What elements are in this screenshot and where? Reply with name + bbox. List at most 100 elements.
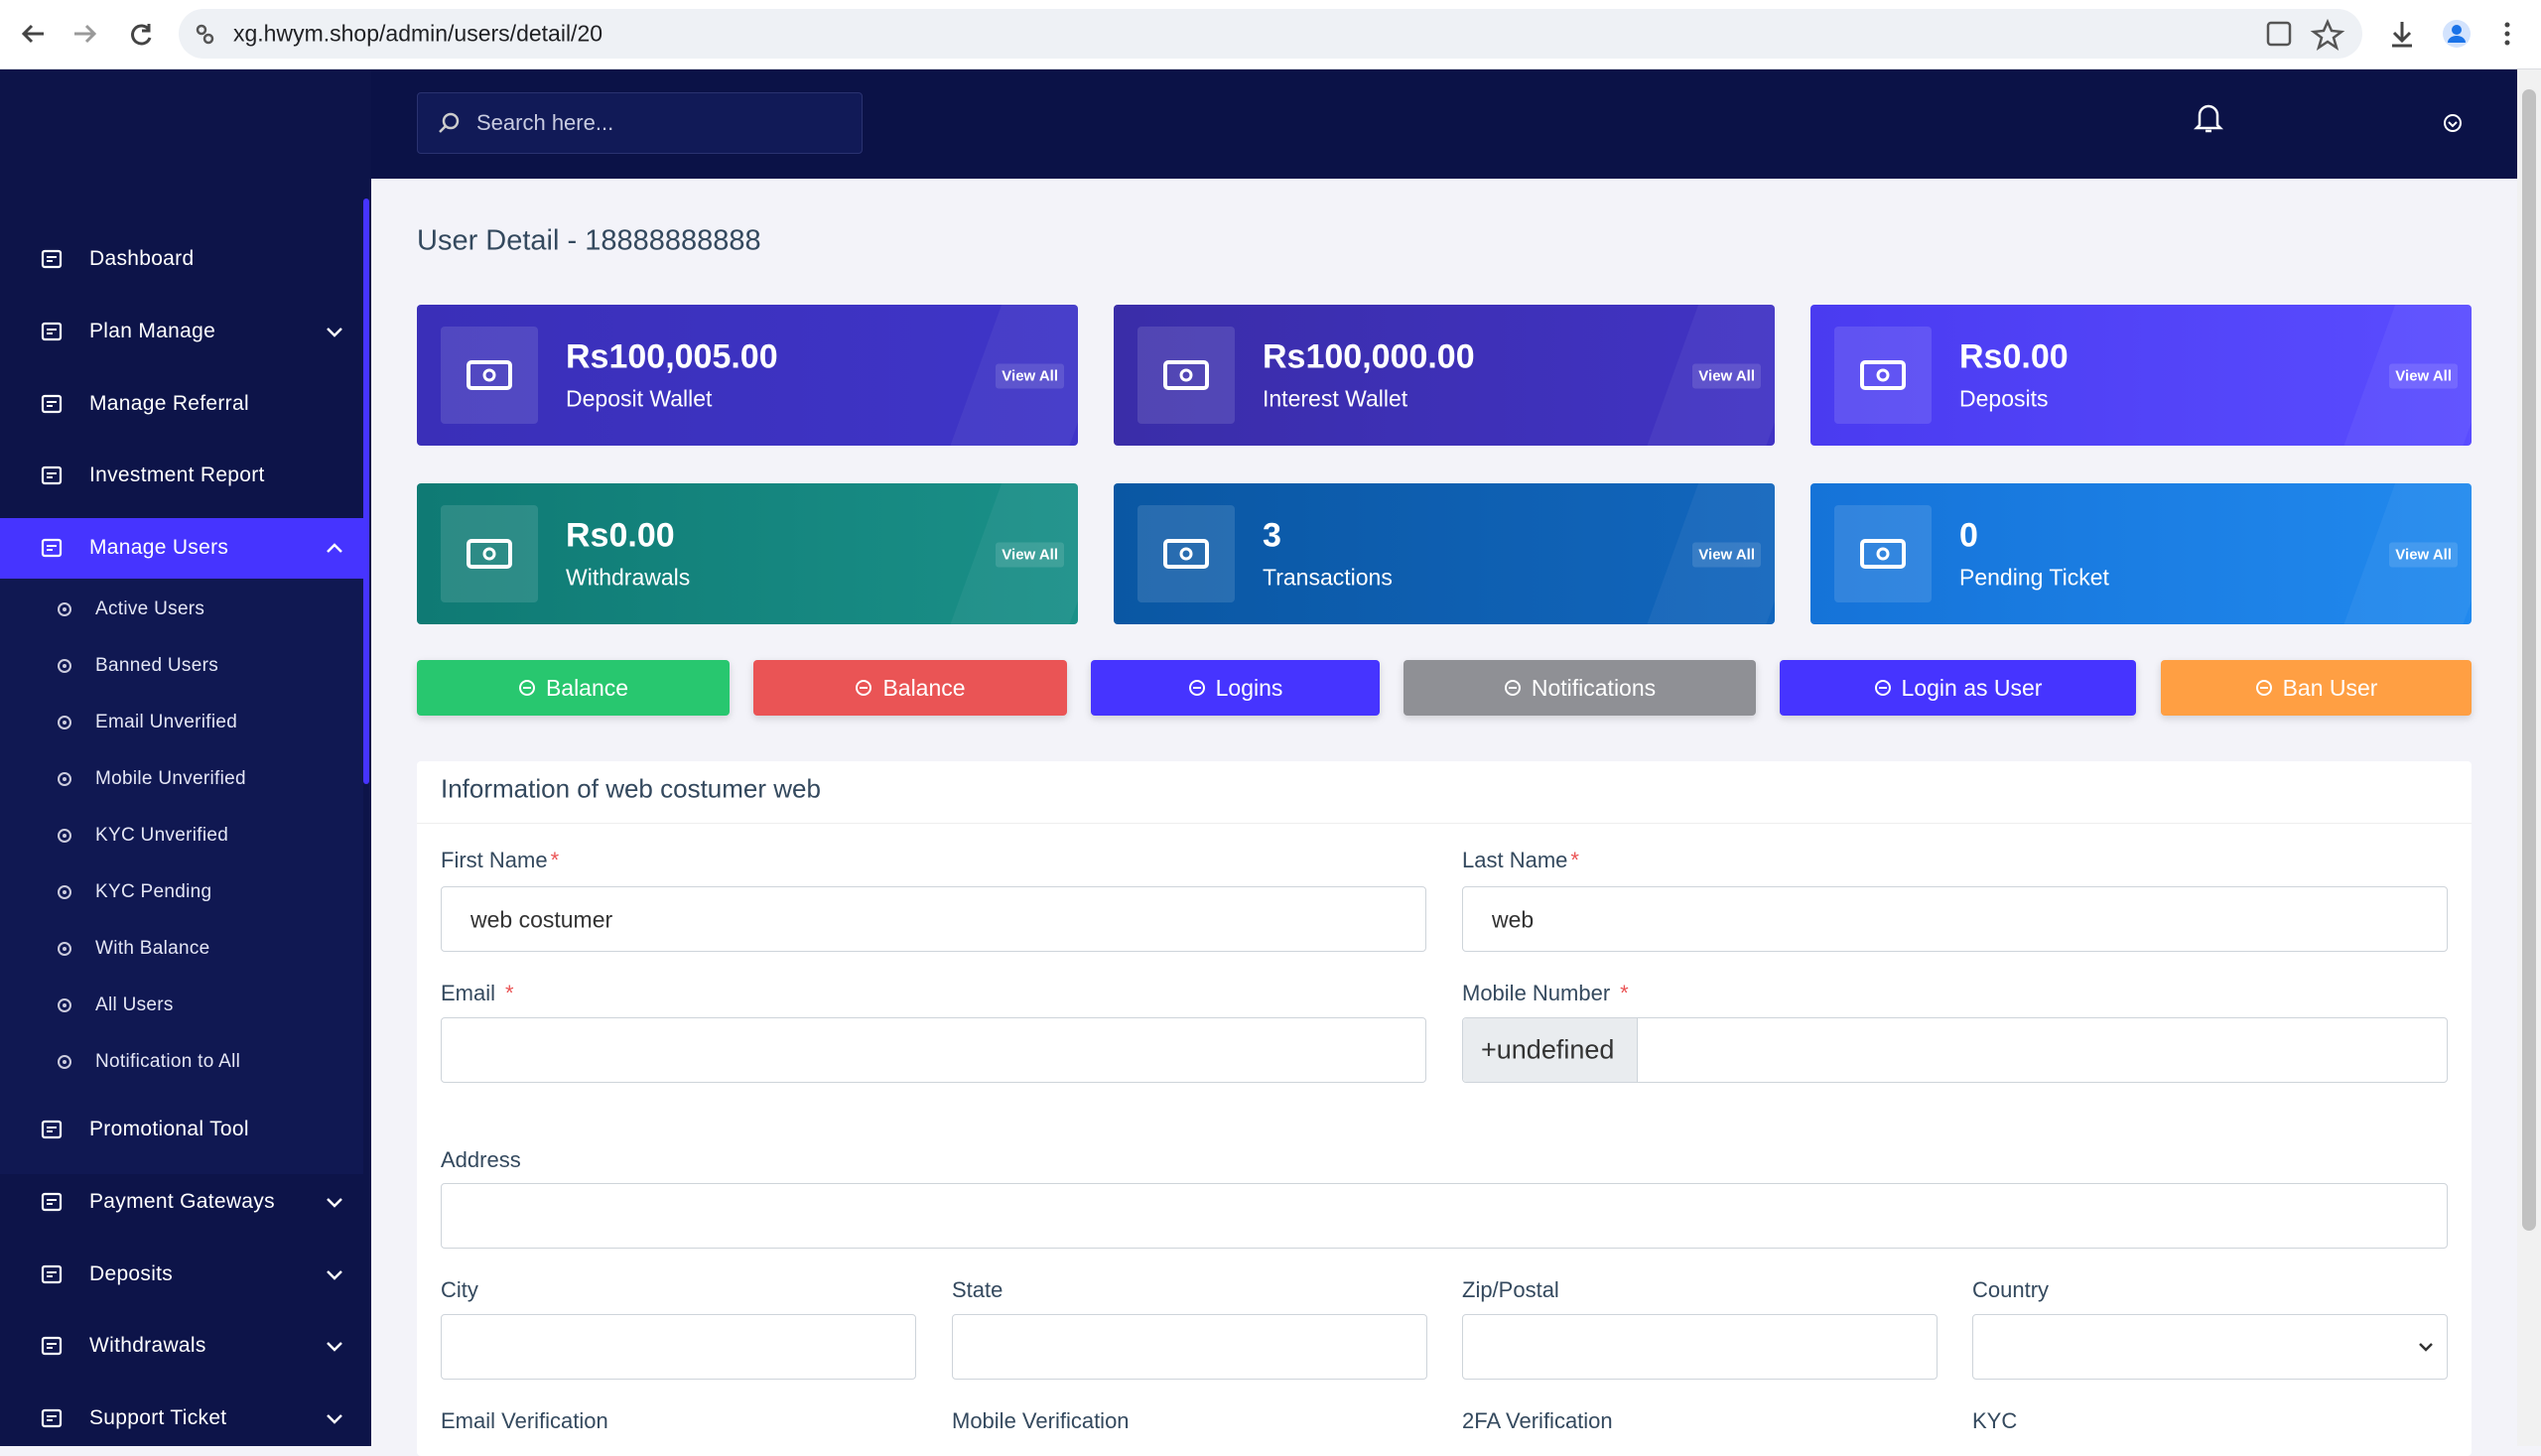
input-value: web [1492,906,1535,933]
menu-item[interactable]: Promotional Tool [89,1118,249,1140]
select-chevron [2419,1343,2433,1352]
chevron [327,1414,342,1424]
card-icon [467,539,512,569]
menu-item[interactable]: Investment Report [89,463,265,487]
field-label: Email Verification [441,1408,608,1433]
field-label: Zip/Postal [1462,1277,1559,1302]
button-icon [856,680,872,696]
text-input[interactable] [1462,1314,1938,1380]
card-label: Pending Ticket [1959,564,2109,591]
chevron [327,1197,342,1208]
stat-card: 3 Transactions View All [1114,483,1775,624]
action-button[interactable]: Balance [753,660,1067,716]
action-button[interactable]: Balance [417,660,730,716]
card-icon [467,360,512,390]
view-all-link[interactable]: View All [2389,363,2458,389]
menu-item[interactable]: Payment Gateways [89,1189,275,1213]
menu-icon [41,466,63,485]
submenu-item[interactable]: Mobile Unverified [95,768,246,789]
text-input[interactable] [441,1017,1426,1083]
input-value: web costumer [470,906,613,933]
menu-icon [41,322,63,340]
card-icon-box [1137,327,1235,424]
submenu-bullet [58,659,71,673]
mobile-prefix [1463,1018,1638,1082]
form-divider [417,823,2472,824]
top-header: Search here... [371,69,2517,179]
card-icon [1860,539,1906,569]
card-icon [1163,539,1209,569]
menu-item[interactable]: Dashboard [89,247,195,270]
card-icon-box [1834,327,1932,424]
submenu-bullet [58,1055,71,1069]
field-label: State [952,1277,1003,1302]
menu-item[interactable]: Manage Users [89,536,229,560]
view-all-link[interactable]: View All [1692,363,1761,389]
action-button[interactable]: Login as User [1780,660,2136,716]
sidebar-scrollbar [363,199,369,784]
submenu-bullet [58,829,71,843]
text-input[interactable] [441,1183,2448,1249]
text-input[interactable] [1462,886,2448,952]
card-value: Rs100,005.00 [566,337,778,376]
scroll-thumb[interactable] [2522,89,2536,1231]
bell-icon[interactable] [2194,101,2223,135]
card-label: Deposit Wallet [566,385,713,412]
sidebar: Dashboard Plan Manage Manage Referral Inves… [0,69,371,1446]
button-label: Login as User [1901,674,2043,701]
menu-item[interactable]: Plan Manage [89,319,216,342]
stat-card: Rs0.00 Withdrawals View All [417,483,1078,624]
view-all-link[interactable]: View All [996,363,1064,389]
action-button[interactable]: Notifications [1404,660,1756,716]
submenu-item[interactable]: With Balance [95,938,210,959]
field-label: Email * [441,981,514,1005]
text-input[interactable] [441,886,1426,952]
button-icon [518,680,535,696]
menu-item[interactable]: Withdrawals [89,1334,206,1358]
view-all-link[interactable]: View All [2389,542,2458,568]
field-label: Address [441,1147,521,1172]
submenu-bullet [58,716,71,729]
menu-item[interactable]: Manage Referral [89,391,249,415]
view-all-link[interactable]: View All [996,542,1064,568]
submenu-item[interactable]: All Users [95,994,174,1015]
submenu-item[interactable]: KYC Pending [95,881,212,902]
profile-icon[interactable] [2441,111,2465,135]
card-value: Rs100,000.00 [1263,337,1475,376]
card-icon-box [1137,505,1235,602]
submenu-item[interactable]: Email Unverified [95,712,238,732]
menu-item[interactable]: Support Ticket [89,1406,227,1430]
submenu-item[interactable]: Banned Users [95,655,219,676]
chevron [327,543,342,554]
button-icon [1188,680,1205,696]
card-label: Interest Wallet [1263,385,1408,412]
menu-icon [41,1337,63,1356]
button-label: Notifications [1531,674,1657,701]
submenu-item[interactable]: Notification to All [95,1051,241,1072]
menu-item[interactable]: Deposits [89,1261,174,1285]
menu-icon [41,1120,63,1139]
search-box[interactable] [417,92,863,154]
menu-icon [41,1409,63,1428]
action-button[interactable]: Logins [1091,660,1380,716]
select-input[interactable] [1972,1314,2448,1380]
card-value: 3 [1263,516,1281,555]
submenu-item[interactable]: Active Users [95,598,205,619]
search-placeholder: Search here... [476,110,614,135]
url[interactable]: xg.hwym.shop/admin/users/detail/20 [233,20,603,47]
card-icon-box [441,505,538,602]
action-button[interactable]: Ban User [2161,660,2472,716]
text-input[interactable] [441,1314,916,1380]
view-all-link[interactable]: View All [1692,542,1761,568]
card-label: Deposits [1959,385,2049,412]
submenu-item[interactable]: KYC Unverified [95,825,229,846]
form-card: Information of web costumer web First Nam… [417,761,2472,1456]
field-label: 2FA Verification [1462,1408,1613,1433]
submenu-bullet [58,772,71,786]
stat-card: Rs0.00 Deposits View All [1810,305,2472,446]
button-icon [1504,680,1521,696]
required-mark: * [550,848,560,872]
text-input[interactable] [952,1314,1427,1380]
field-label: Mobile Verification [952,1408,1130,1433]
submenu-bullet [58,602,71,616]
